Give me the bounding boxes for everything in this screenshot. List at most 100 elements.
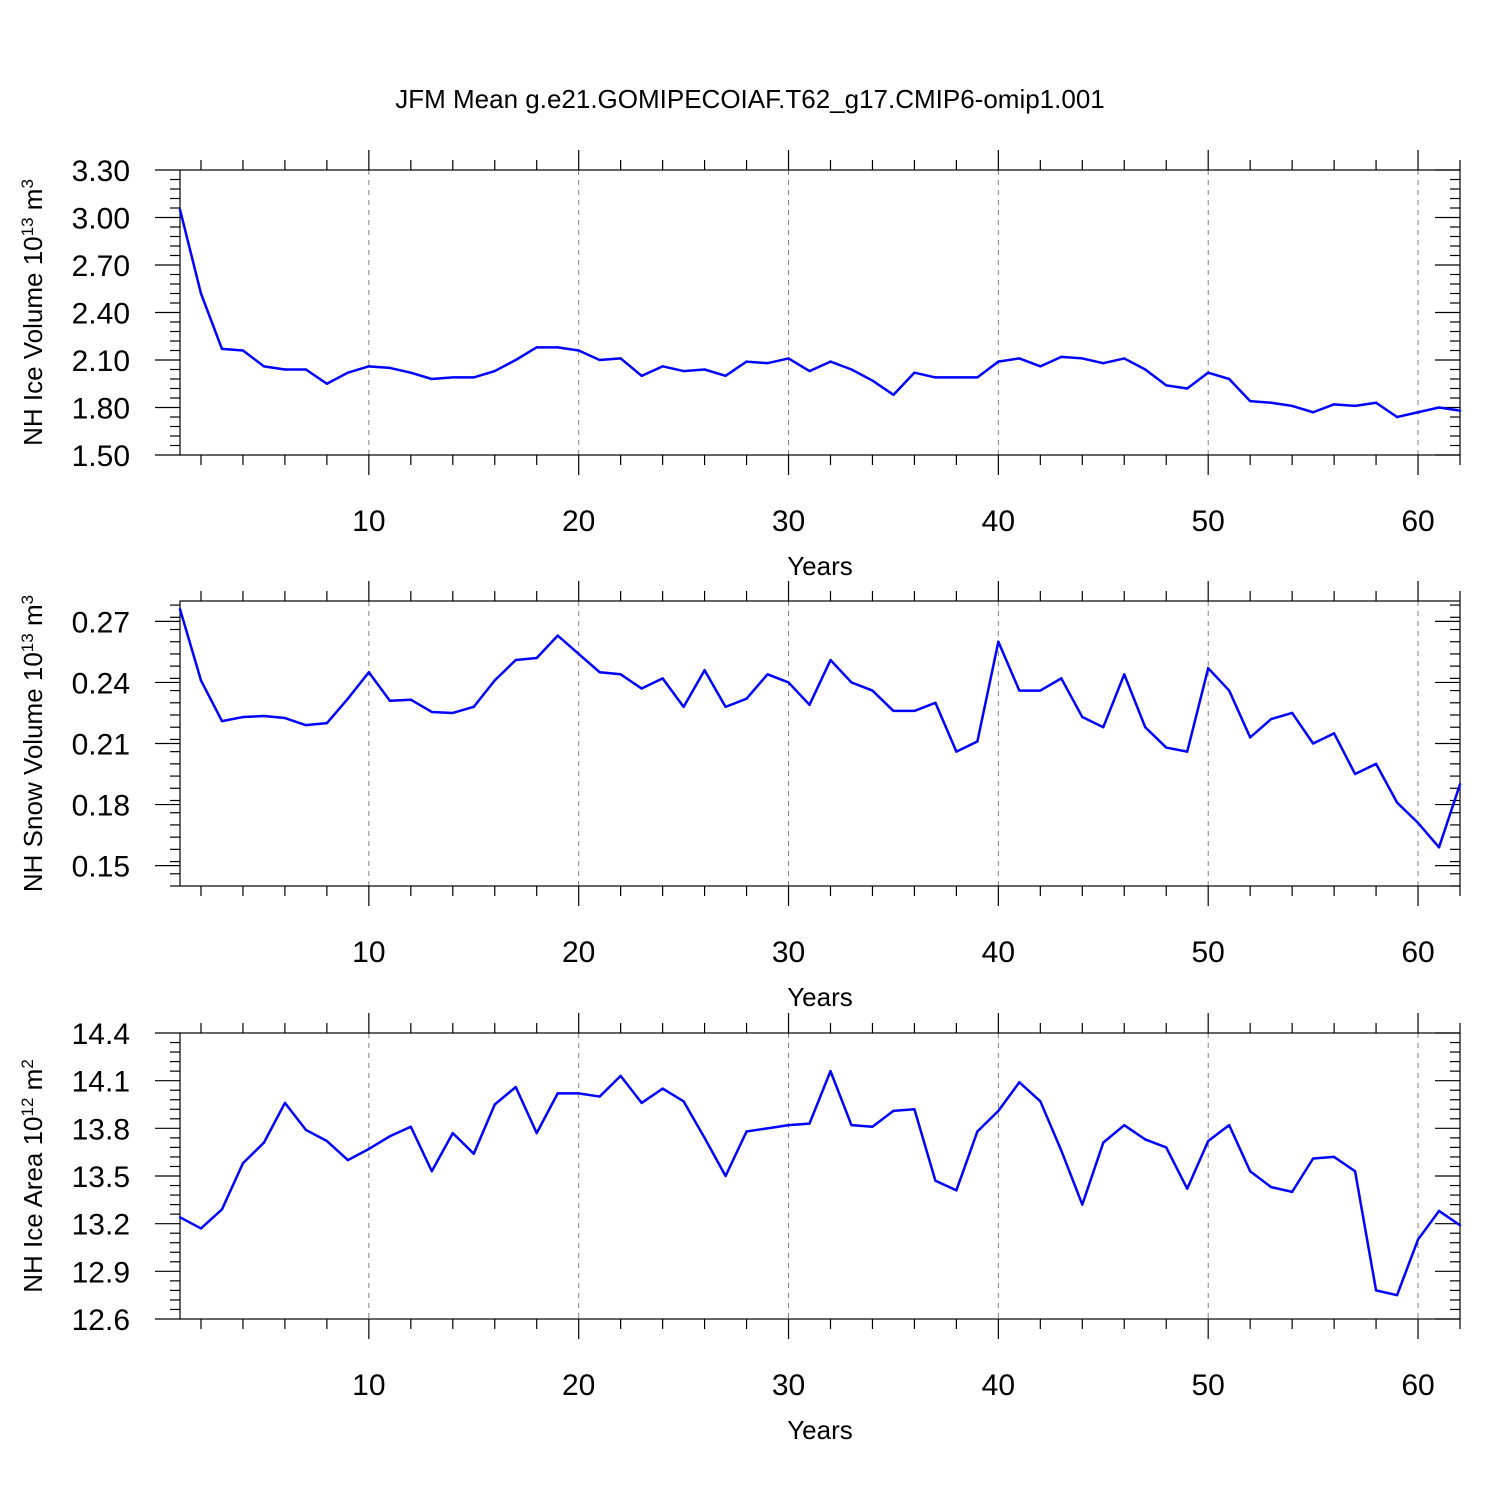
y-tick-label: 13.2	[72, 1209, 130, 1242]
data-point	[493, 679, 496, 682]
data-point	[283, 368, 287, 371]
chart-title: JFM Mean g.e21.GOMIPECOIAF.T62_g17.CMIP6…	[395, 84, 1105, 114]
y-axis-label-part: m	[18, 189, 48, 218]
panels: 10 20 30 40 50 60 1.50 1.80 2.10 2.40 2.70 3.00 3.30…	[18, 150, 1462, 1445]
data-point	[598, 358, 601, 362]
data-point	[1102, 361, 1105, 365]
panel-2: 10 20 30 40 50 60 0.15 0.18 0.21 0.24 0.27 Years NH …	[18, 581, 1462, 1012]
y-tick-label: 0.21	[72, 729, 130, 762]
data-point	[913, 371, 916, 374]
data-point	[304, 1128, 308, 1132]
data-point	[220, 1208, 224, 1211]
data-point	[661, 1087, 664, 1090]
x-axis-label: Years	[787, 982, 853, 1012]
data-point	[1311, 742, 1315, 745]
data-point	[661, 365, 664, 368]
x-tick-label: 50	[1192, 1369, 1225, 1402]
data-point	[661, 677, 664, 680]
data-point	[955, 750, 958, 753]
data-point	[976, 740, 979, 743]
data-point	[514, 1085, 517, 1089]
data-point	[1060, 355, 1063, 359]
data-point	[451, 711, 454, 715]
data-point	[1353, 1170, 1357, 1173]
data-point	[829, 658, 832, 662]
data-point	[178, 208, 182, 211]
data-point	[1102, 1141, 1105, 1144]
data-point	[1206, 371, 1210, 374]
x-tick-label: 20	[562, 936, 595, 969]
y-tick-label: 2.70	[72, 250, 130, 283]
y-axis-label-superscript: 13	[18, 633, 37, 652]
data-point	[1227, 377, 1231, 381]
data-point	[1039, 1100, 1042, 1103]
data-point	[703, 1136, 706, 1140]
data-point	[178, 1216, 182, 1219]
data-point	[850, 1123, 853, 1127]
x-axis-label: Years	[787, 1415, 853, 1445]
data-point	[577, 652, 580, 656]
data-point	[556, 346, 559, 349]
x-tick-label: 10	[352, 1369, 385, 1402]
data-point	[304, 368, 308, 371]
data-point	[430, 377, 434, 381]
data-point	[913, 1108, 916, 1111]
data-point	[871, 1125, 874, 1128]
data-point	[1186, 1187, 1189, 1190]
data-point	[1395, 415, 1399, 419]
data-point	[1416, 411, 1420, 414]
data-point	[1144, 1138, 1147, 1141]
data-point	[724, 1174, 727, 1178]
data-point	[535, 346, 538, 349]
data-point	[682, 705, 685, 709]
data-point	[178, 607, 182, 611]
data-point	[451, 1131, 454, 1135]
x-tick-label: 20	[562, 1369, 595, 1402]
data-point	[682, 369, 685, 373]
data-point	[1248, 1170, 1252, 1173]
data-point	[472, 376, 475, 379]
data-point	[808, 703, 811, 707]
data-point	[1395, 1293, 1399, 1297]
data-point	[934, 1179, 937, 1182]
data-point	[619, 673, 622, 676]
data-point	[199, 679, 203, 682]
x-tick-label: 50	[1192, 505, 1225, 538]
data-point	[955, 1189, 958, 1192]
data-point	[1081, 715, 1084, 719]
y-axis-label-part: NH Ice Area 10	[18, 1116, 48, 1292]
data-point	[1290, 404, 1294, 408]
data-point	[472, 1152, 475, 1155]
data-point	[955, 376, 958, 379]
data-point	[283, 716, 287, 720]
data-point	[997, 640, 1000, 643]
data-point	[766, 361, 769, 365]
data-point	[892, 1109, 895, 1113]
data-point	[787, 357, 790, 360]
data-point	[619, 1074, 622, 1078]
data-point	[1060, 677, 1063, 680]
data-point	[262, 714, 266, 718]
data-point	[1018, 357, 1021, 360]
data-point	[514, 658, 517, 662]
data-point	[1374, 762, 1378, 766]
data-point	[409, 1125, 413, 1128]
y-tick-label: 0.24	[72, 667, 130, 700]
data-point	[787, 1123, 790, 1127]
data-point	[1311, 1157, 1315, 1160]
data-point	[325, 721, 329, 725]
data-point	[724, 705, 727, 709]
data-point	[766, 1127, 769, 1130]
y-axis-label: NH Ice Area 1012 m2	[18, 1059, 49, 1293]
data-point	[976, 1130, 979, 1133]
data-point	[577, 1092, 580, 1095]
series-line	[178, 209, 1461, 419]
data-point	[409, 371, 413, 374]
data-point	[283, 1101, 287, 1105]
data-point	[871, 379, 874, 382]
data-point	[1123, 1123, 1126, 1127]
y-tick-label: 12.9	[72, 1256, 130, 1289]
data-point	[598, 671, 601, 674]
data-point	[1290, 1190, 1294, 1194]
